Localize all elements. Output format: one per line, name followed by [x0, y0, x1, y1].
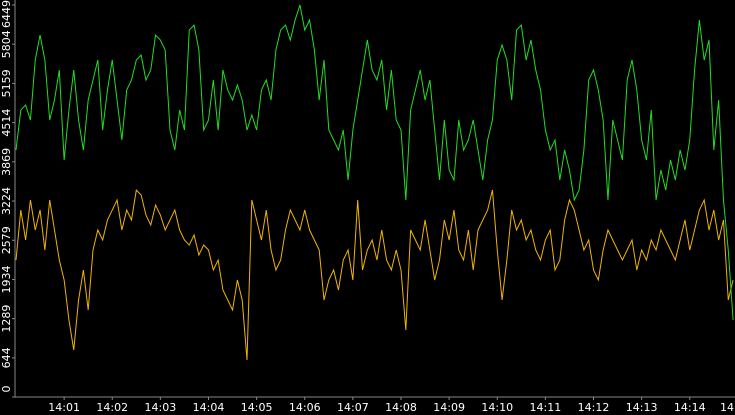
y-tick-label: 1289 — [0, 305, 13, 333]
y-tick-label: 6449 — [0, 0, 13, 28]
series-line — [15, 188, 734, 361]
series-line — [15, 4, 734, 321]
x-tick-label: 14:14 — [674, 401, 706, 414]
y-tick-label: 4514 — [0, 109, 13, 137]
x-tick-label: 14:01 — [48, 401, 80, 414]
x-tick-label: 14:08 — [385, 401, 417, 414]
x-tick-label: 14 — [720, 401, 734, 414]
x-tick-label: 14:13 — [626, 401, 658, 414]
x-tick-label: 14:06 — [289, 401, 321, 414]
x-tick-label: 14:12 — [578, 401, 610, 414]
x-tick-label: 14:10 — [481, 401, 513, 414]
y-tick-label: 0 — [0, 386, 13, 393]
x-tick-label: 14:09 — [433, 401, 465, 414]
y-tick-label: 644 — [0, 347, 13, 368]
x-tick-label: 14:04 — [193, 401, 225, 414]
y-tick-label: 5804 — [0, 30, 13, 58]
x-tick-label: 14:05 — [241, 401, 273, 414]
x-tick-label: 14:11 — [530, 401, 562, 414]
x-tick-label: 14:03 — [145, 401, 177, 414]
x-tick-label: 14:02 — [96, 401, 128, 414]
y-tick-label: 3224 — [0, 187, 13, 215]
y-tick-label: 1934 — [0, 265, 13, 293]
y-tick-label: 3869 — [0, 148, 13, 176]
y-tick-label: 5159 — [0, 69, 13, 97]
y-tick-label: 2579 — [0, 226, 13, 254]
x-tick-label: 14:07 — [337, 401, 369, 414]
